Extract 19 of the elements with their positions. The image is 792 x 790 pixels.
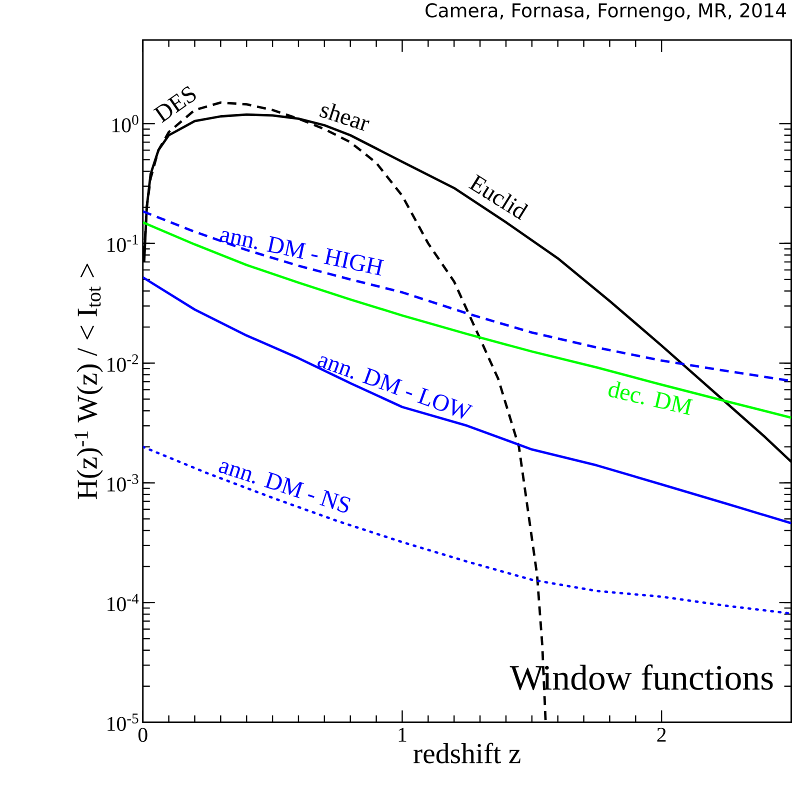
y-tick-label: 10$^{-1}$ [108,234,138,252]
y-tick-label: 10$^{-5}$ [108,714,138,731]
y-axis-title: H(z)$^{-1}$ W(z) / < I$_{tot}$ > [74,264,103,499]
x-tick-label: 0 [138,728,148,742]
x-tick-label: 1 [398,728,406,742]
annotation: DES [153,86,196,123]
annotation: dec. DM [608,381,693,415]
annotation: ann. DM - HIGH [220,230,384,276]
y-tick-label: 10$^{-3}$ [108,474,138,492]
annotation: ann. DM - NS [218,462,351,512]
annotation: shear [319,103,370,131]
annotation: ann. DM - LOW [318,356,473,419]
y-tick-label: 10$^{-4}$ [108,594,139,612]
y-tick-label: 10$^{0}$ [112,114,138,132]
text: Camera, Fornasa, Fornengo, MR, 2014 [426,3,786,22]
x-axis-title: redshift z [414,742,520,764]
x-tick-label: 2 [657,728,666,742]
y-tick-label: 10$^{-2}$ [108,354,138,372]
annotation: Window functions [510,664,773,690]
